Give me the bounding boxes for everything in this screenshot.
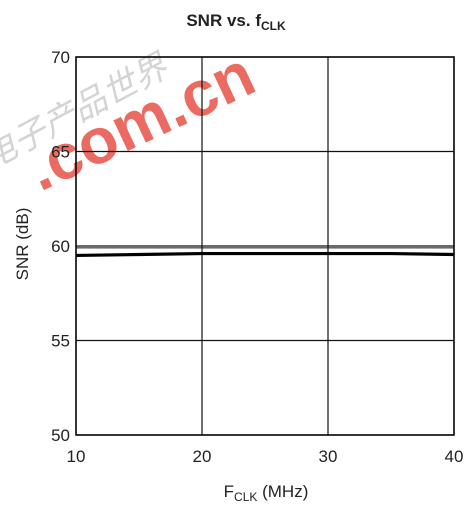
chart-title-main: SNR vs. f <box>186 11 261 30</box>
chart-title: SNR vs. fCLK <box>186 11 286 33</box>
x-tick-label: 10 <box>67 447 86 466</box>
x-axis-label-sub: CLK <box>234 490 257 504</box>
series-line <box>75 251 455 258</box>
x-axis-label-main: F <box>224 482 234 501</box>
y-tick-label: 55 <box>51 332 70 351</box>
plot-frame <box>75 56 455 436</box>
x-tick-label: 40 <box>445 447 464 466</box>
y-tick-label: 70 <box>51 48 70 67</box>
x-tick-label: 30 <box>319 447 338 466</box>
series-group <box>75 251 455 258</box>
y-tick-label: 65 <box>51 143 70 162</box>
y-axis-label: SNR (dB) <box>13 208 32 281</box>
watermark: 电子产品世界 .com.cn <box>0 37 265 204</box>
x-axis-label-unit: (MHz) <box>257 482 308 501</box>
y-tick-label: 60 <box>51 237 70 256</box>
x-axis-label: FCLK (MHz) <box>224 482 309 504</box>
x-tick-label: 20 <box>193 447 212 466</box>
chart-title-sub: CLK <box>261 19 286 33</box>
x-tick-labels: 10 20 30 40 <box>67 447 464 466</box>
y-tick-labels: 50 55 60 65 70 <box>51 48 70 445</box>
y-tick-label: 50 <box>51 426 70 445</box>
